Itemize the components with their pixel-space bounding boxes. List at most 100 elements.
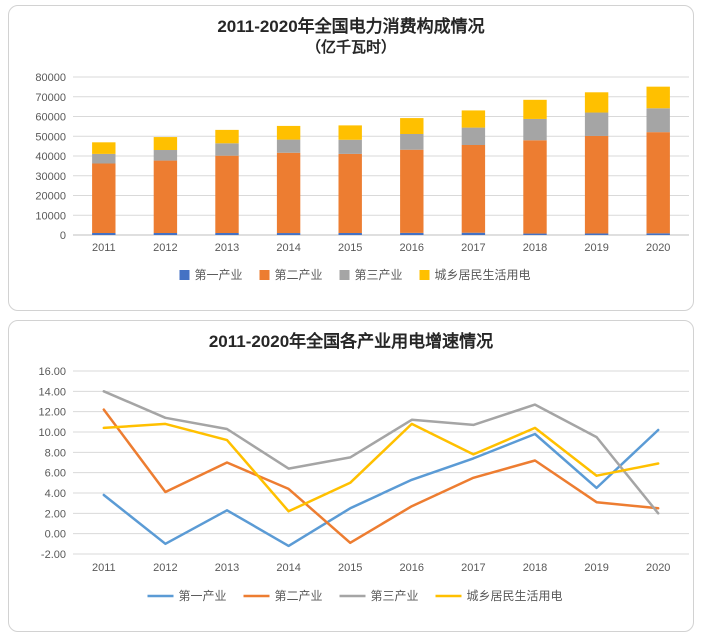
bar-segment (276, 125, 301, 140)
legend-label: 第一产业 (195, 268, 243, 282)
bar-segment (646, 232, 670, 235)
growth-chart-panel: 2011-2020年全国各产业用电增速情况 -2.00 0.00 2.00 4.00 6… (8, 319, 694, 632)
bar-segment (584, 233, 609, 235)
legend-swatch (179, 269, 190, 280)
y-axis-tick-label: 8.00 (45, 447, 66, 459)
x-axis-tick-label: 2011 (92, 562, 116, 574)
y-axis-tick-label: 4.00 (45, 488, 66, 500)
bar-segment (584, 135, 609, 234)
y-axis-tick-label: 40000 (35, 151, 66, 163)
bar-segment (276, 152, 301, 233)
x-axis-tick-label: 2019 (584, 242, 608, 254)
y-axis-tick-label: 10000 (35, 210, 66, 222)
y-axis-tick-label: 60000 (35, 111, 66, 123)
y-axis-tick-label: 10.00 (38, 427, 66, 439)
x-axis-tick-label: 2014 (276, 562, 300, 574)
bar-segment (400, 117, 424, 134)
bar-segment (461, 110, 486, 128)
y-axis-tick-label: 20000 (35, 190, 66, 202)
y-axis-tick-label: 2.00 (45, 508, 66, 520)
bar-segment (338, 232, 362, 235)
bar-segment (338, 124, 362, 140)
y-axis-tick-label: 6.00 (45, 468, 66, 480)
x-axis-tick-label: 2019 (584, 562, 608, 574)
y-axis-tick-label: 70000 (35, 91, 66, 103)
y-axis-tick-label: 50000 (35, 131, 66, 143)
bar-segment (646, 131, 670, 233)
x-axis-tick-label: 2013 (215, 562, 239, 574)
line-series (102, 428, 660, 547)
bar-segment (276, 139, 301, 153)
stacked-bar-chart: 0 10000 20000 30000 40000 50000 60000 70000 8000… (35, 72, 689, 282)
line-chart: -2.00 0.00 2.00 4.00 6.00 8.00 10.00 12.00 14.00… (38, 366, 689, 603)
bar-segment (92, 141, 116, 154)
consumption-chart-title: 2011-2020年全国电力消费构成情况 (217, 17, 485, 36)
x-axis-tick-label: 2017 (461, 562, 485, 574)
x-axis-tick-label: 2012 (153, 242, 177, 254)
legend-swatch (259, 269, 270, 280)
bar-segment (584, 112, 609, 136)
x-axis-tick-label: 2015 (338, 562, 362, 574)
bar-segment (523, 118, 547, 140)
x-axis-tick-label: 2012 (153, 562, 177, 574)
consumption-chart-subtitle: （亿千瓦时） (305, 39, 396, 57)
bar-segment (338, 139, 362, 154)
legend-label: 城乡居民生活用电 (435, 268, 531, 282)
bar-segment (92, 163, 116, 233)
bar-segment (646, 86, 670, 108)
legend-label: 第三产业 (371, 589, 419, 603)
bar-segment (153, 149, 178, 161)
y-axis-tick-label: 80000 (35, 72, 66, 84)
bar-segment (92, 232, 116, 235)
bar-segment (153, 232, 178, 235)
y-axis-tick-label: 0.00 (45, 529, 66, 541)
y-axis-tick-label: 12.00 (38, 407, 66, 419)
bar-segment (461, 232, 486, 235)
bar-segment (523, 233, 547, 235)
bar-segment (92, 153, 116, 164)
bar-segment (400, 149, 424, 233)
x-axis-tick-label: 2011 (92, 242, 116, 254)
legend-swatch (339, 269, 350, 280)
x-axis-tick-label: 2020 (646, 562, 670, 574)
legend-label: 第一产业 (179, 589, 227, 603)
x-axis-tick-label: 2018 (523, 242, 547, 254)
x-axis-tick-label: 2013 (215, 242, 239, 254)
bar-segment (523, 99, 547, 119)
y-axis-tick-label: -2.00 (41, 549, 66, 561)
consumption-chart-panel: 2011-2020年全国电力消费构成情况 （亿千瓦时） 0 10000 20000 3… (8, 5, 694, 311)
bar-segment (153, 160, 178, 233)
y-axis-tick-label: 30000 (35, 170, 66, 182)
bar-segment (215, 142, 239, 156)
legend-label: 第二产业 (275, 268, 323, 282)
y-axis-tick-label: 16.00 (38, 366, 66, 378)
bar-segment (338, 153, 362, 233)
x-axis-tick-label: 2020 (646, 242, 670, 254)
legend-label: 第三产业 (355, 268, 403, 282)
bar-segment (584, 91, 609, 113)
x-axis-tick-label: 2017 (461, 242, 485, 254)
line-series (102, 389, 660, 515)
bar-segment (646, 107, 670, 132)
legend-label: 第二产业 (275, 589, 323, 603)
bar-segment (461, 127, 486, 145)
line-series (102, 408, 660, 544)
bar-segment (215, 232, 239, 235)
line-series (102, 422, 660, 513)
bar-segment (461, 144, 486, 233)
x-axis-tick-label: 2015 (338, 242, 362, 254)
legend-label: 城乡居民生活用电 (467, 589, 563, 603)
bar-segment (215, 155, 239, 233)
bar-segment (215, 129, 239, 143)
y-axis-tick-label: 14.00 (38, 386, 66, 398)
bar-segment (523, 139, 547, 234)
bar-segment (276, 232, 301, 235)
bar-segment (400, 232, 424, 235)
growth-chart-title: 2011-2020年全国各产业用电增速情况 (208, 331, 494, 351)
legend-swatch (419, 269, 430, 280)
x-axis-tick-label: 2016 (400, 562, 424, 574)
bar-segment (400, 133, 424, 150)
x-axis-tick-label: 2018 (523, 562, 547, 574)
x-axis-tick-label: 2016 (400, 242, 424, 254)
